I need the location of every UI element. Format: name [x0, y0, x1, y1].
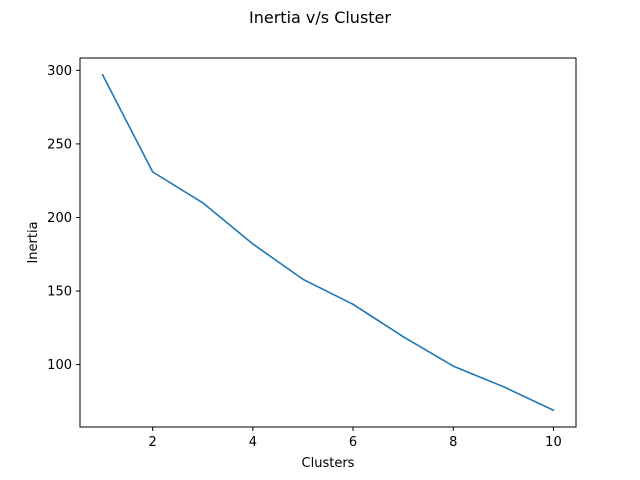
y-axis-ticks: 100 150 200 250 300 [47, 64, 80, 373]
x-axis-ticks: 2 4 6 8 10 [149, 427, 562, 450]
inertia-point [352, 303, 354, 306]
y-tick-label: 150 [47, 285, 72, 300]
y-tick-label: 250 [47, 137, 72, 152]
y-tick-label: 100 [47, 358, 72, 373]
x-tick-label: 4 [249, 435, 257, 450]
y-tick-label: 200 [47, 211, 72, 226]
inertia-point [101, 73, 104, 76]
x-axis-label: Clusters [302, 456, 355, 471]
x-tick-label: 8 [449, 435, 457, 450]
chart-title: Inertia v/s Cluster [249, 8, 391, 27]
inertia-point [452, 365, 455, 367]
y-axis-label: Inertia [26, 221, 41, 263]
inertia-point [402, 335, 404, 338]
y-tick-label: 300 [47, 64, 72, 79]
x-tick-label: 10 [545, 435, 562, 450]
inertia-point [302, 278, 304, 281]
inertia-point [201, 201, 204, 204]
inertia-point [252, 243, 254, 245]
inertia-point [151, 171, 154, 173]
plot-area-frame [79, 57, 577, 428]
inertia-point [552, 409, 555, 412]
x-tick-label: 2 [149, 435, 157, 450]
inertia-point [502, 385, 505, 388]
inertia-series-line [101, 74, 554, 411]
x-tick-label: 6 [349, 435, 357, 450]
series-layer [101, 73, 555, 412]
